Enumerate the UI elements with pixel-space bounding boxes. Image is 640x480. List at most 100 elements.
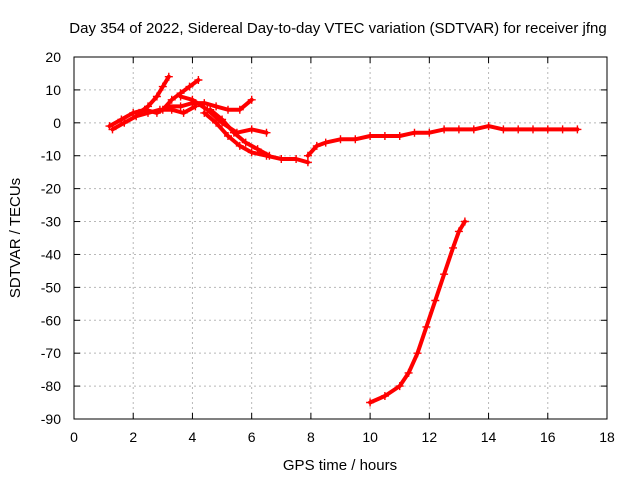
data-point xyxy=(185,82,194,91)
data-point xyxy=(529,125,537,134)
y-tick-label: -90 xyxy=(41,411,61,427)
data-point xyxy=(218,115,227,124)
y-tick-label: -30 xyxy=(41,214,61,230)
data-point xyxy=(366,398,375,407)
y-tick-label: -80 xyxy=(41,378,61,394)
data-point xyxy=(484,122,493,131)
plot-frame xyxy=(73,56,608,420)
chart-title: Day 354 of 2022, Sidereal Day-to-day VTE… xyxy=(69,20,606,37)
y-axis-label: SDTVAR / TECUs xyxy=(7,178,24,298)
series-arc-3 xyxy=(135,72,173,117)
series-arc-7 xyxy=(206,105,274,160)
data-point xyxy=(200,108,209,117)
series-track xyxy=(178,94,269,135)
series-arc-8 xyxy=(303,122,582,160)
data-point xyxy=(144,102,152,111)
data-point xyxy=(277,155,286,163)
data-point xyxy=(253,145,262,154)
data-point xyxy=(206,105,215,114)
data-point xyxy=(395,382,404,391)
data-point xyxy=(167,95,176,104)
data-point xyxy=(413,349,422,358)
data-point xyxy=(336,135,345,144)
x-tick-label: 16 xyxy=(540,429,556,445)
data-point xyxy=(247,95,256,104)
data-point xyxy=(262,128,271,137)
data-point xyxy=(499,125,508,134)
data-point xyxy=(395,132,404,140)
y-tick-label: 0 xyxy=(53,115,61,131)
data-point xyxy=(158,82,167,91)
y-tick-label: -70 xyxy=(41,345,61,361)
y-axis: 20 10 0 -10 -20 -30 -40 -50 -60 -70 -80 -90 xyxy=(41,49,607,427)
x-tick-label: 0 xyxy=(70,429,78,445)
data-point xyxy=(247,125,256,134)
data-point xyxy=(212,118,221,127)
data-point xyxy=(312,141,321,150)
series-track xyxy=(208,107,272,158)
data-point xyxy=(460,217,469,226)
x-tick-label: 2 xyxy=(129,429,137,445)
data-point xyxy=(229,128,238,137)
data-point xyxy=(514,125,523,134)
data-point xyxy=(380,132,389,140)
grid xyxy=(74,57,607,419)
x-tick-label: 8 xyxy=(307,429,315,445)
y-tick-label: -20 xyxy=(41,181,61,197)
data-point xyxy=(179,108,188,117)
data-point xyxy=(167,105,176,114)
data-point xyxy=(158,105,167,114)
data-point xyxy=(235,105,244,114)
data-point xyxy=(543,125,552,134)
x-axis: 0 2 4 6 8 10 12 14 16 18 xyxy=(70,57,615,445)
x-tick-label: 4 xyxy=(189,429,197,445)
x-tick-label: 10 xyxy=(362,429,378,445)
x-tick-label: 6 xyxy=(248,429,256,445)
data-point xyxy=(152,92,161,101)
data-point xyxy=(164,72,173,81)
x-axis-label: GPS time / hours xyxy=(283,457,397,474)
data-point xyxy=(440,270,449,279)
data-point xyxy=(431,296,440,305)
data-point xyxy=(188,95,197,104)
y-tick-label: 20 xyxy=(45,49,61,65)
data-point xyxy=(321,138,330,147)
data-point xyxy=(366,132,375,140)
data-point xyxy=(176,92,185,101)
data-point xyxy=(404,368,413,377)
y-tick-label: 10 xyxy=(45,82,61,98)
data-point xyxy=(194,76,203,84)
data-point xyxy=(135,108,144,117)
data-point xyxy=(573,125,582,134)
data-point xyxy=(380,392,389,400)
data-point xyxy=(224,105,232,114)
data-point xyxy=(212,102,221,111)
data-point xyxy=(469,125,478,134)
x-tick-label: 14 xyxy=(481,429,497,445)
y-tick-label: -40 xyxy=(41,246,61,262)
series-track xyxy=(305,124,580,158)
series-arc-2 xyxy=(108,102,200,134)
data-point xyxy=(425,128,434,137)
data-point xyxy=(449,243,457,252)
data-point xyxy=(224,132,232,140)
data-point xyxy=(247,148,256,157)
series-layer xyxy=(105,72,582,407)
data-point xyxy=(176,102,185,111)
x-tick-label: 12 xyxy=(422,429,438,445)
data-point xyxy=(440,125,449,134)
series-track xyxy=(368,219,467,405)
data-point xyxy=(558,125,567,134)
x-tick-label: 18 xyxy=(599,429,615,445)
series-arc-1 xyxy=(105,95,256,131)
data-point xyxy=(235,141,244,150)
data-point xyxy=(454,125,463,134)
data-point xyxy=(292,155,301,163)
data-point xyxy=(410,128,419,137)
y-tick-label: -10 xyxy=(41,148,61,164)
series-arc-9 xyxy=(366,217,469,407)
data-point xyxy=(265,151,274,160)
data-point xyxy=(351,135,360,144)
data-point xyxy=(303,151,312,160)
